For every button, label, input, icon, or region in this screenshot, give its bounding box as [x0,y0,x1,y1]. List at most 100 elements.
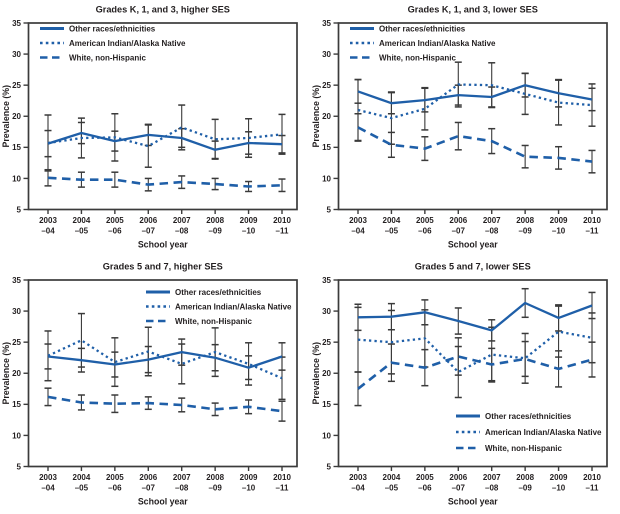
x-tick-label-year: 2009 [240,473,258,482]
x-tick-label-suffix: –08 [485,484,499,493]
x-tick-label-suffix: –07 [142,227,156,236]
y-tick-label: 35 [322,19,331,28]
x-tick-label-year: 2007 [173,216,191,225]
x-tick-label-year: 2008 [206,473,224,482]
chart-title: Grades 5 and 7, lower SES [415,262,531,272]
chart-svg: 5 10 15 20 25 30 35 2003 –04 2004 –05 2005 –06 2006 –0… [311,5,608,250]
y-tick-label: 30 [322,307,331,316]
y-tick-label: 20 [322,369,331,378]
x-tick-label-year: 2007 [483,473,501,482]
x-tick-label-suffix: –06 [108,227,122,236]
x-axis-label: School year [448,497,498,507]
y-tick-label: 5 [17,462,22,471]
y-tick-label: 25 [322,81,331,90]
y-tick-label: 15 [12,143,21,152]
series-line-white-nh [357,126,593,163]
x-tick-label-suffix: –05 [75,484,89,493]
x-tick-label-year: 2007 [483,216,501,225]
x-tick-label-year: 2007 [173,473,191,482]
x-tick-label-suffix: –07 [142,484,156,493]
x-tick-label-year: 2008 [516,473,534,482]
x-tick-label-year: 2005 [106,216,124,225]
y-tick-label: 35 [322,276,331,285]
x-tick-label-suffix: –05 [75,227,89,236]
series-line-ai-an [357,83,593,120]
y-tick-label: 15 [322,143,331,152]
x-tick-label-year: 2004 [73,473,91,482]
x-tick-label-suffix: –11 [276,484,289,493]
x-tick-label-suffix: –04 [351,484,365,493]
x-tick-label-suffix: –05 [385,227,399,236]
x-tick-label-year: 2005 [416,216,434,225]
y-axis-label: Prevalence (%) [311,85,321,148]
plot-frame [337,22,608,211]
x-tick-label-suffix: –07 [452,484,466,493]
series-line-ai-an [357,330,593,374]
series-line-white-nh [47,176,283,188]
y-tick-label: 5 [327,205,332,214]
error-bars [354,287,596,407]
legend-label: White, non-Hispanic [485,444,562,453]
chart-svg: 5 10 15 20 25 30 35 2003 –04 2004 –05 2005 –06 2006 –0… [311,262,608,507]
x-tick-label-year: 2006 [449,216,467,225]
legend-label: Other races/ethnicities [175,288,262,297]
x-tick-label-year: 2009 [550,216,568,225]
y-tick-label: 25 [12,338,21,347]
plot-frame [27,22,298,211]
x-tick-label-year: 2003 [39,473,57,482]
y-tick-label: 30 [12,307,21,316]
x-tick-label-suffix: –11 [586,484,599,493]
y-tick-label: 10 [322,431,331,440]
y-tick-label: 20 [322,112,331,121]
x-tick-label-suffix: –06 [418,227,432,236]
y-tick-label: 5 [327,462,332,471]
y-tick-label: 15 [12,400,21,409]
legend-label: Other races/ethnicities [379,25,466,34]
x-tick-label-suffix: –10 [552,484,566,493]
x-tick-label-year: 2010 [583,473,601,482]
x-tick-label-suffix: –06 [418,484,432,493]
x-tick-label-year: 2003 [349,473,367,482]
legend-label: White, non-Hispanic [69,54,146,63]
legend: Other races/ethnicities American Indian/A… [456,412,602,453]
y-tick-label: 20 [12,112,21,121]
x-tick-label-year: 2010 [273,216,291,225]
x-tick-label-year: 2003 [349,216,367,225]
x-tick-label-year: 2006 [139,473,157,482]
x-tick-label-suffix: –10 [552,227,566,236]
x-axis-label: School year [138,240,188,250]
x-tick-label-year: 2004 [383,216,401,225]
legend-label: White, non-Hispanic [175,317,252,326]
y-tick-label: 5 [17,205,22,214]
y-tick-label: 35 [12,276,21,285]
x-tick-label-year: 2009 [550,473,568,482]
legend-label: Other races/ethnicities [485,412,572,421]
y-axis-label: Prevalence (%) [311,342,321,405]
x-tick-label-year: 2008 [516,216,534,225]
error-bars [354,61,596,174]
legend-label: Other races/ethnicities [69,25,156,34]
x-tick-label-suffix: –08 [485,227,499,236]
chart-svg: 5 10 15 20 25 30 35 2003 –04 2004 –05 2005 –06 2006 –0… [1,262,298,507]
chart-title: Grades 5 and 7, higher SES [103,262,223,272]
x-tick-label-year: 2005 [416,473,434,482]
x-tick-label-suffix: –10 [242,227,256,236]
x-tick-label-year: 2003 [39,216,57,225]
legend-label: American Indian/Alaska Native [379,39,496,48]
y-axis-label: Prevalence (%) [1,85,11,148]
x-tick-label-suffix: –09 [208,227,222,236]
y-axis-label: Prevalence (%) [1,342,11,405]
x-tick-label-year: 2004 [73,216,91,225]
x-tick-label-year: 2008 [206,216,224,225]
y-tick-label: 35 [12,19,21,28]
series-line-other-races [357,301,593,332]
x-tick-label-suffix: –08 [175,227,189,236]
chart-panel-grades-57-higher-ses: 5 10 15 20 25 30 35 2003 –04 2004 –05 2005 –06 2006 –0… [0,257,310,514]
x-tick-label-suffix: –08 [175,484,189,493]
chart-title: Grades K, 1, and 3, higher SES [96,5,230,15]
y-tick-label: 10 [12,431,21,440]
x-tick-label-suffix: –04 [351,227,365,236]
legend-label: American Indian/Alaska Native [69,39,186,48]
chart-panel-grades-k13-lower-ses: 5 10 15 20 25 30 35 2003 –04 2004 –05 2005 –06 2006 –0… [310,0,620,257]
